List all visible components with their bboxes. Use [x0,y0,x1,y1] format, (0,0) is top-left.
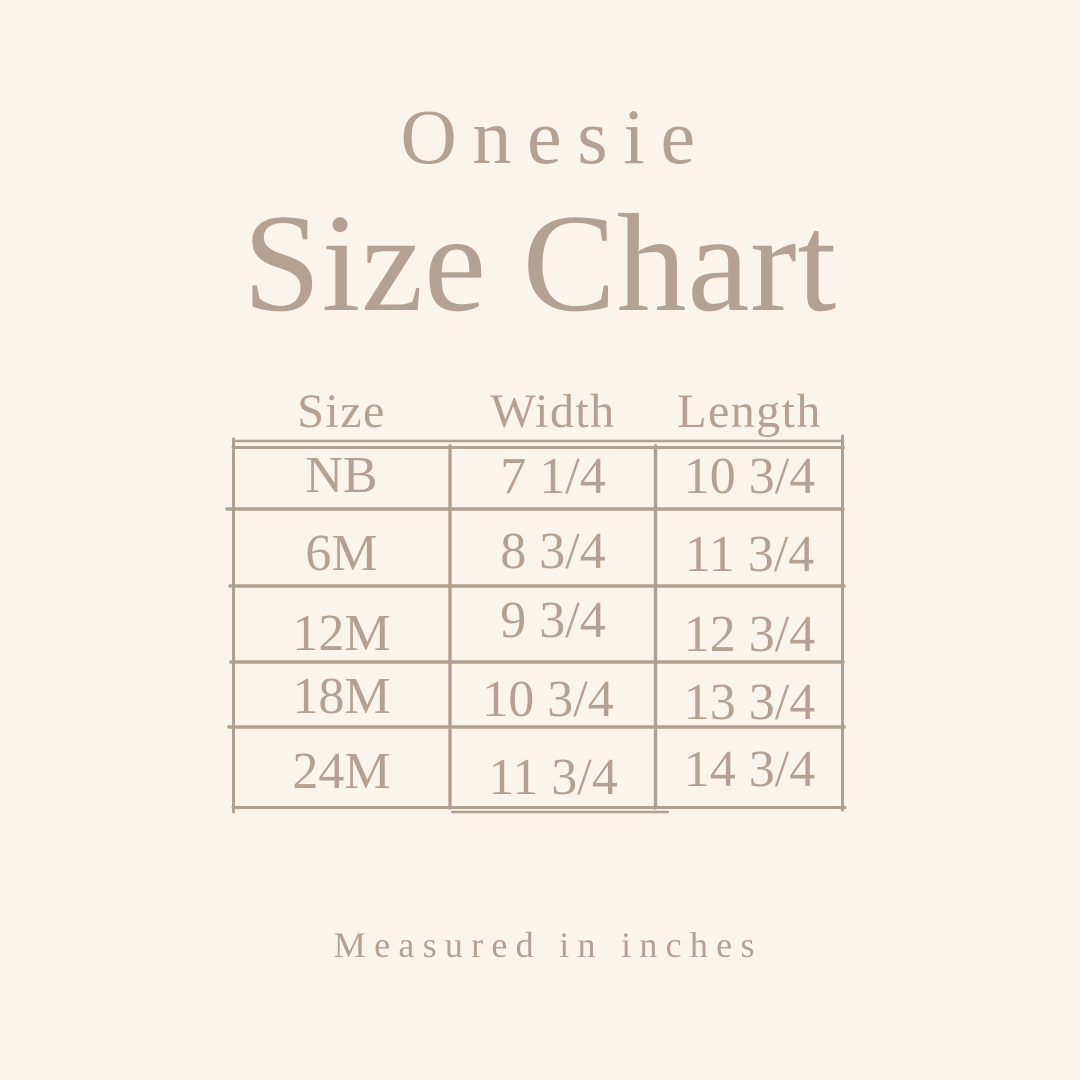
column-header-width: Width [490,384,616,438]
length-cell: 14 3/4 [683,740,816,798]
column-header-size: Size [297,384,386,438]
size-cell: 24M [292,742,391,800]
size-cell: 6M [305,525,378,582]
table-column-headers: Size Width Length [233,371,843,451]
size-cell: 18M [292,668,391,725]
width-cell: 10 3/4 [482,671,614,728]
length-cell: 10 3/4 [683,448,816,505]
width-cell: 8 3/4 [500,523,606,580]
column-header-length: Length [677,384,822,438]
width-cell: 7 1/4 [500,448,606,505]
length-cell: 13 3/4 [683,674,816,731]
product-subtitle: Onesie [400,93,711,180]
page-title: Size Chart [242,185,838,341]
size-cell: NB [305,447,378,504]
size-table: NB 7 1/4 10 3/4 6M 8 3/4 11 3/4 12M 9 3/… [233,446,843,809]
width-cell: 9 3/4 [500,591,606,649]
width-cell: 11 3/4 [488,748,618,806]
length-cell: 11 3/4 [684,526,815,583]
measurement-note: Measured in inches [333,925,763,965]
size-cell: 12M [292,604,391,662]
length-cell: 12 3/4 [683,605,816,663]
